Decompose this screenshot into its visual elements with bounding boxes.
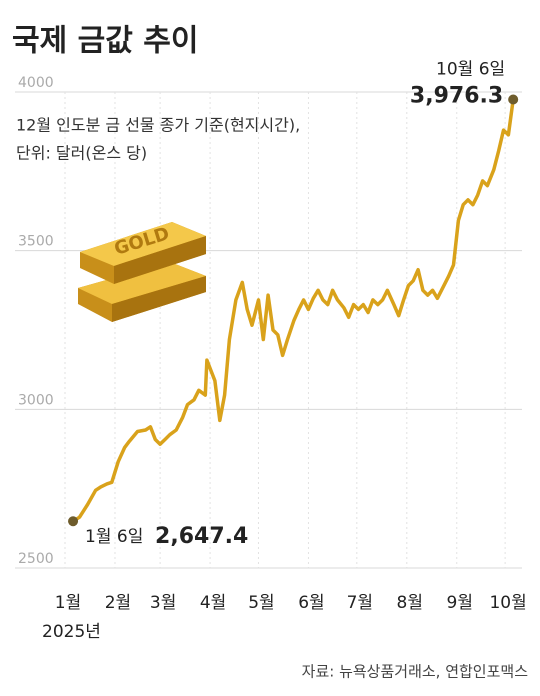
- x-tick-label: 1월: [55, 593, 81, 613]
- x-tick-label: 2월: [105, 593, 131, 613]
- x-tick-label: 4월: [200, 593, 226, 613]
- end-marker: [68, 516, 79, 527]
- value-label: 2,647.4: [155, 524, 248, 549]
- end-marker: [508, 94, 519, 105]
- y-tick-label: 2500: [18, 551, 54, 567]
- y-tick-label: 4000: [18, 75, 54, 91]
- subtitle: 12월 인도분 금 선물 종가 기준(현지시간),: [16, 116, 300, 135]
- y-tick-label: 3000: [18, 392, 54, 408]
- x-tick-label: 9월: [447, 593, 473, 613]
- annotation: 10월 6일: [436, 60, 505, 80]
- gold-illustration: GOLD: [78, 222, 206, 322]
- annotation: 1월 6일: [85, 527, 143, 547]
- x-tick-label: 10월: [489, 593, 526, 613]
- x-tick-label: 6월: [298, 593, 324, 613]
- price-line: [72, 99, 515, 523]
- value-label: 3,976.3: [410, 84, 503, 109]
- x-tick-label: 7월: [347, 593, 373, 613]
- x-tick-label: 5월: [248, 593, 274, 613]
- chart-title: 국제 금값 추이: [12, 24, 199, 59]
- source: 자료: 뉴욕상품거래소, 연합인포맥스: [302, 663, 529, 681]
- x-tick-label: 8월: [397, 593, 423, 613]
- x-axis-label: 2025년: [42, 622, 101, 642]
- x-tick-label: 3월: [150, 593, 176, 613]
- y-tick-label: 3500: [18, 234, 54, 250]
- subtitle: 단위: 달러(온스 당): [16, 144, 147, 163]
